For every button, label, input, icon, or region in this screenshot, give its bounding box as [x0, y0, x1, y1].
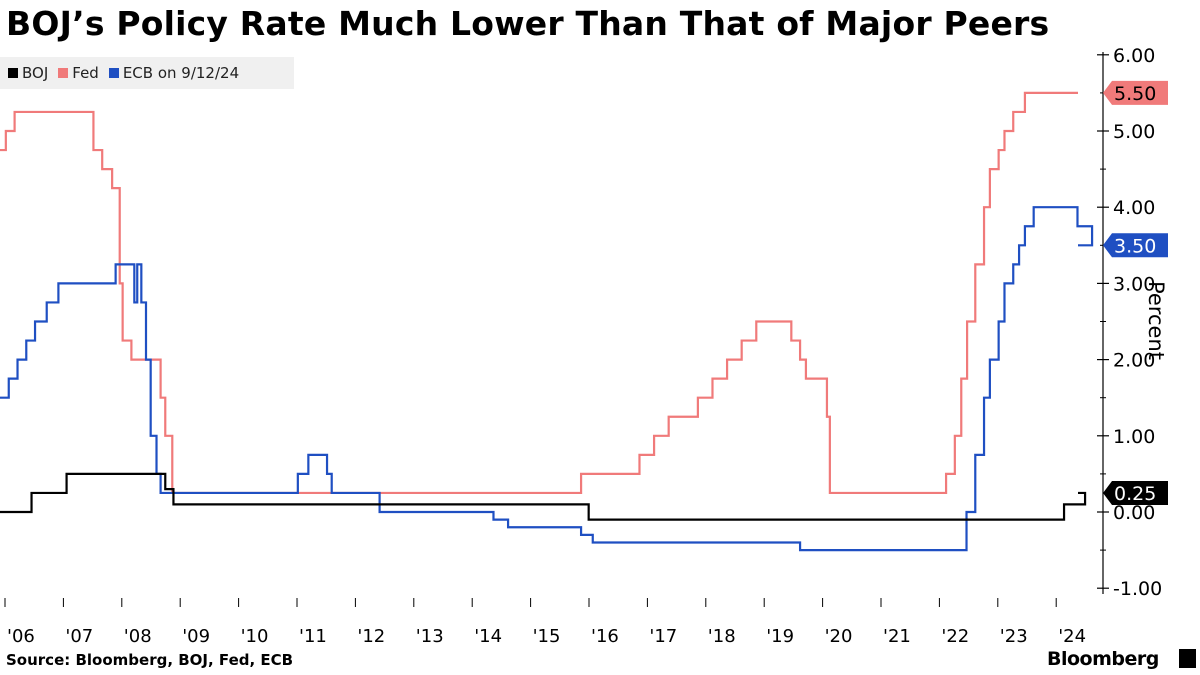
- legend-swatch-ecb: [108, 68, 119, 78]
- series-line-fed: [0, 91, 1078, 495]
- x-tick-label: '24: [1058, 626, 1086, 647]
- y-tick-label: 0.00: [1113, 502, 1155, 524]
- x-tick-label: '15: [533, 626, 561, 647]
- x-tick-label: '23: [1000, 626, 1028, 647]
- x-tick-label: '10: [241, 626, 269, 647]
- last-value-flag-ecb: [1103, 233, 1168, 258]
- legend-label-boj: BOJ: [22, 64, 49, 82]
- legend-item-ecb: ECB on 9/12/24: [108, 64, 240, 82]
- last-value-flag-boj: [1103, 480, 1168, 505]
- x-tick-label: '19: [766, 626, 794, 647]
- y-tick-label: 1.00: [1113, 426, 1155, 448]
- y-tick-label: 3.00: [1113, 273, 1155, 295]
- legend-label-ecb: ECB on 9/12/24: [122, 64, 240, 82]
- x-tick-label: '09: [182, 626, 210, 647]
- series-line-boj: [0, 472, 1087, 521]
- x-tick-label: '17: [649, 626, 677, 647]
- bloomberg-logo: Bloomberg: [1047, 648, 1159, 670]
- last-value-flag-fed: [1103, 80, 1168, 105]
- legend-swatch-boj: [8, 68, 18, 78]
- x-tick-label: '11: [299, 626, 327, 647]
- y-tick-label: -1.00: [1113, 578, 1162, 600]
- bloomberg-mark-icon: [1179, 649, 1196, 668]
- x-tick-label: '16: [591, 626, 619, 647]
- x-tick-label: '20: [825, 626, 853, 647]
- x-tick-label: '06: [7, 626, 35, 647]
- x-tick-label: '12: [357, 626, 385, 647]
- x-tick-label: '22: [941, 626, 969, 647]
- x-tick-label: '21: [883, 626, 911, 647]
- y-axis-label: Percent: [1144, 281, 1168, 361]
- legend: BOJ Fed ECB on 9/12/24: [0, 57, 294, 89]
- legend-item-boj: BOJ: [8, 64, 48, 82]
- legend-label-fed: Fed: [72, 64, 99, 82]
- x-tick-label: '14: [474, 626, 502, 647]
- last-value-label-ecb: 3.50: [1114, 235, 1156, 257]
- legend-swatch-fed: [58, 68, 69, 78]
- y-tick-label: 4.00: [1113, 197, 1155, 219]
- series-line-ecb: [0, 206, 1094, 552]
- x-tick-label: '13: [416, 626, 444, 647]
- x-tick-label: '08: [124, 626, 152, 647]
- y-tick-label: 6.00: [1113, 45, 1155, 67]
- chart-title: BOJ’s Policy Rate Much Lower Than That o…: [6, 4, 1050, 43]
- x-tick-label: '07: [65, 626, 93, 647]
- y-tick-label: 5.00: [1113, 121, 1155, 143]
- y-tick-label: 2.00: [1113, 350, 1155, 372]
- legend-item-fed: Fed: [58, 64, 99, 82]
- source-note: Source: Bloomberg, BOJ, Fed, ECB: [6, 651, 294, 669]
- last-value-label-fed: 5.50: [1114, 83, 1156, 105]
- x-tick-label: '18: [708, 626, 736, 647]
- last-value-label-boj: 0.25: [1114, 483, 1156, 505]
